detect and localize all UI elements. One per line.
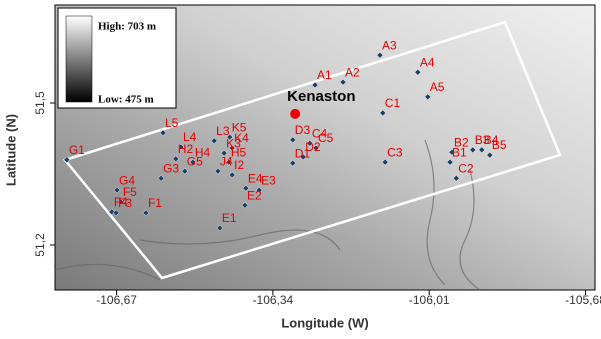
city-marker	[290, 109, 300, 119]
station-label: G5	[187, 154, 203, 168]
map: High: 703 m Low: 475 m Longitude (W) Lat…	[0, 0, 601, 334]
station-label: D3	[295, 123, 311, 137]
legend-high: High: 703 m	[98, 21, 156, 33]
elevation-legend: High: 703 m Low: 475 m	[58, 8, 176, 108]
city-label: Kenaston	[287, 88, 355, 105]
station-label: A2	[345, 65, 360, 79]
station-label: B5	[492, 138, 507, 152]
station-label: G3	[163, 161, 179, 175]
station-label: E2	[247, 188, 262, 202]
x-tick-label: -106,01	[409, 293, 450, 307]
station-label: G1	[69, 143, 85, 157]
station-label: L5	[165, 116, 179, 130]
station-label: F1	[148, 196, 162, 210]
station-label: E1	[222, 211, 237, 225]
station-label: A3	[382, 38, 397, 52]
y-tick-label: 51,5	[33, 91, 47, 115]
station-label: J4	[220, 154, 233, 168]
legend-low: Low: 475 m	[98, 94, 154, 106]
station-label: C2	[458, 161, 474, 175]
x-tick-label: -106,34	[253, 293, 294, 307]
x-tick-label: -105,68	[565, 293, 601, 307]
y-axis-title: Latitude (N)	[3, 114, 18, 186]
y-tick-label: 51,2	[33, 233, 47, 257]
x-tick-label: -106,67	[96, 293, 137, 307]
station-label: A4	[420, 55, 435, 69]
station-label: D1	[295, 146, 311, 160]
station-label: E3	[261, 173, 276, 187]
x-axis-title: Longitude (W)	[281, 315, 368, 330]
station-label: B1	[452, 145, 467, 159]
station-label: F3	[118, 196, 132, 210]
station-label: I2	[234, 158, 244, 172]
station-label: C3	[387, 145, 403, 159]
station-label: C1	[385, 96, 401, 110]
legend-ramp	[66, 16, 92, 102]
station-label: A1	[317, 68, 332, 82]
station-label: A5	[430, 80, 445, 94]
